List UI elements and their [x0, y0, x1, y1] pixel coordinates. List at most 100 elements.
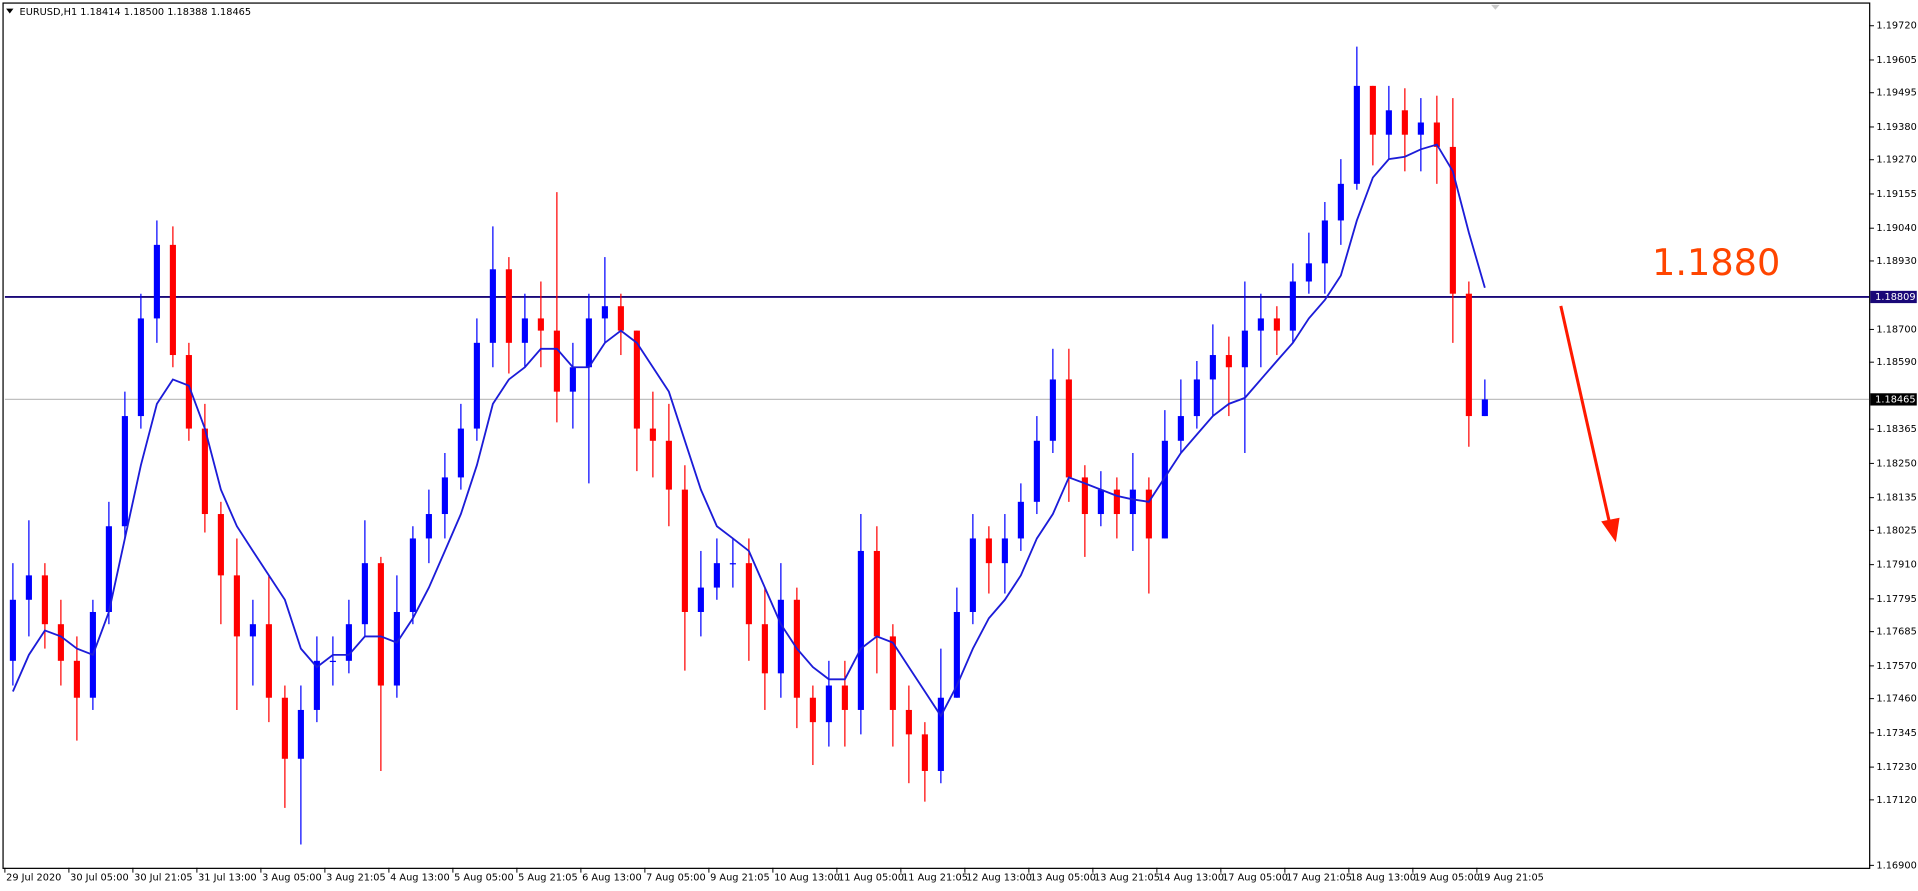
level-price-box — [1870, 290, 1917, 304]
x-tick-label: 29 Jul 2020 — [6, 873, 61, 884]
candle-body — [1241, 330, 1248, 368]
candle-body — [1289, 281, 1296, 331]
plot-frame — [2, 2, 1871, 869]
y-tick-label: 1.18700 — [1876, 324, 1916, 335]
y-tick-label: 1.18025 — [1876, 525, 1916, 536]
x-tick-label: 3 Aug 21:05 — [326, 873, 386, 884]
candle-body — [489, 269, 496, 343]
x-tick-label: 12 Aug 13:00 — [966, 873, 1032, 884]
candle-body — [553, 330, 560, 392]
candle-body — [345, 624, 352, 661]
y-tick-label: 1.18135 — [1876, 493, 1916, 504]
candle-body — [1033, 440, 1040, 502]
x-tick-label: 11 Aug 05:00 — [838, 873, 904, 884]
x-tick-label: 7 Aug 05:00 — [646, 873, 706, 884]
candle-body — [921, 734, 928, 771]
candle-body — [729, 563, 736, 565]
y-tick-label: 1.18930 — [1876, 256, 1916, 267]
candle-body — [233, 575, 240, 637]
candle-body — [1417, 122, 1424, 135]
x-tick-label: 18 Aug 13:00 — [1350, 873, 1416, 884]
y-tick-label: 1.17460 — [1876, 694, 1916, 705]
candle-body — [985, 538, 992, 564]
header-menu-icon[interactable] — [6, 8, 14, 14]
y-tick-label: 1.17120 — [1876, 795, 1916, 806]
candle-body — [1161, 440, 1168, 539]
y-tick-label: 1.19720 — [1876, 21, 1916, 32]
candle-body — [9, 599, 16, 661]
x-tick-label: 30 Jul 21:05 — [134, 873, 193, 884]
header: EURUSD,H1 1.18414 1.18500 1.18388 1.1846… — [20, 7, 252, 18]
candle-body — [745, 563, 752, 625]
candle-body — [713, 563, 720, 588]
candle-body — [505, 269, 512, 343]
candle-body — [1385, 110, 1392, 135]
y-tick-label: 1.19270 — [1876, 155, 1916, 166]
candle-body — [73, 660, 80, 698]
y-tick-label: 1.18365 — [1876, 424, 1916, 435]
candle-body — [1449, 146, 1456, 294]
x-tick-label: 17 Aug 05:00 — [1222, 873, 1288, 884]
x-tick-label: 3 Aug 05:00 — [262, 873, 322, 884]
candle-body — [57, 624, 64, 661]
bid-price-box — [1870, 393, 1917, 406]
candle-body — [873, 550, 880, 637]
candle-body — [585, 318, 592, 368]
candle-body — [393, 611, 400, 686]
candle-body — [1129, 489, 1136, 515]
y-tick-label: 1.17345 — [1876, 728, 1916, 739]
candle-body — [969, 538, 976, 612]
x-tick-label: 31 Jul 13:00 — [198, 873, 257, 884]
candle-body — [217, 514, 224, 576]
x-tick-label: 17 Aug 21:05 — [1286, 873, 1352, 884]
candle-body — [185, 355, 192, 429]
candle-body — [297, 709, 304, 759]
moving-average — [12, 143, 1486, 718]
y-tick-label: 1.18590 — [1876, 357, 1916, 368]
candle-body — [441, 477, 448, 515]
candle-body — [521, 318, 528, 343]
candle-body — [569, 367, 576, 392]
candle-body — [1369, 85, 1376, 135]
y-tick-label: 1.19495 — [1876, 88, 1916, 99]
candle-body — [777, 599, 784, 674]
shift-marker — [1491, 4, 1500, 10]
candle-body — [1065, 379, 1072, 478]
candle-body — [153, 244, 160, 319]
x-tick-label: 13 Aug 05:00 — [1030, 873, 1096, 884]
candle-body — [265, 624, 272, 698]
arrow-head — [1601, 517, 1620, 543]
x-tick-label: 9 Aug 21:05 — [710, 873, 770, 884]
candle-body — [1001, 538, 1008, 564]
y-tick-label: 1.18250 — [1876, 458, 1916, 469]
candle-body — [1145, 489, 1152, 539]
x-tick-label: 13 Aug 21:05 — [1094, 873, 1160, 884]
candle-body — [1337, 183, 1344, 221]
x-tick-label: 10 Aug 13:00 — [774, 873, 840, 884]
candle-body — [1257, 318, 1264, 331]
candle-body — [457, 428, 464, 478]
x-tick-label: 6 Aug 13:00 — [582, 873, 642, 884]
candle-body — [1433, 122, 1440, 147]
candle-body — [169, 244, 176, 356]
candle-body — [249, 624, 256, 637]
candle-body — [1177, 416, 1184, 441]
candle-body — [857, 550, 864, 710]
candle-body — [937, 697, 944, 771]
x-tick-label: 11 Aug 21:05 — [902, 873, 968, 884]
candle-body — [825, 685, 832, 723]
candle-body — [537, 318, 544, 331]
y-tick-label: 1.17795 — [1876, 594, 1916, 605]
x-tick-label: 5 Aug 05:00 — [454, 873, 514, 884]
candle-body — [41, 575, 48, 625]
candle-body — [1481, 399, 1488, 417]
x-tick-label: 5 Aug 21:05 — [518, 873, 578, 884]
candle-body — [953, 611, 960, 698]
x-tick-label: 19 Aug 21:05 — [1478, 873, 1544, 884]
y-tick-label: 1.17230 — [1876, 762, 1916, 773]
y-tick-label: 1.17910 — [1876, 560, 1916, 571]
candle-body — [1353, 85, 1360, 184]
level-price-label: 1.18809 — [1875, 292, 1915, 303]
candle-body — [121, 416, 128, 527]
